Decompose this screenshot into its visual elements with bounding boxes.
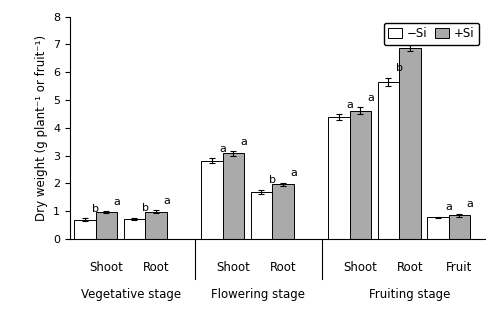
Legend: −Si, +Si: −Si, +Si bbox=[384, 23, 479, 45]
Text: a: a bbox=[114, 197, 120, 207]
Text: a: a bbox=[417, 31, 424, 41]
Bar bbox=[222, 153, 244, 239]
Text: b: b bbox=[268, 175, 276, 185]
Text: Root: Root bbox=[142, 261, 169, 274]
Bar bbox=[202, 161, 222, 239]
Bar bbox=[350, 111, 371, 239]
Text: Flowering stage: Flowering stage bbox=[211, 288, 305, 301]
Text: a: a bbox=[445, 202, 452, 212]
Bar bbox=[74, 219, 96, 239]
Text: Shoot: Shoot bbox=[216, 261, 250, 274]
Text: a: a bbox=[290, 168, 297, 178]
Text: Shoot: Shoot bbox=[90, 261, 124, 274]
Text: a: a bbox=[219, 144, 226, 154]
Text: a: a bbox=[368, 93, 374, 103]
Bar bbox=[448, 215, 470, 239]
Bar bbox=[378, 82, 399, 239]
Bar bbox=[427, 217, 448, 239]
Text: b: b bbox=[92, 204, 99, 214]
Text: Fruiting stage: Fruiting stage bbox=[369, 288, 450, 301]
Text: b: b bbox=[396, 63, 402, 73]
Text: Root: Root bbox=[270, 261, 296, 274]
Text: Root: Root bbox=[396, 261, 423, 274]
Bar bbox=[399, 48, 420, 239]
Text: b: b bbox=[142, 203, 148, 213]
Text: Fruit: Fruit bbox=[446, 261, 472, 274]
Text: Shoot: Shoot bbox=[344, 261, 378, 274]
Bar bbox=[96, 212, 117, 239]
Text: a: a bbox=[240, 137, 248, 147]
Text: a: a bbox=[466, 199, 473, 209]
Text: Vegetative stage: Vegetative stage bbox=[81, 288, 181, 301]
Text: a: a bbox=[346, 100, 353, 110]
Text: a: a bbox=[163, 196, 170, 206]
Bar bbox=[145, 212, 167, 239]
Bar bbox=[124, 219, 145, 239]
Bar bbox=[272, 184, 293, 239]
Y-axis label: Dry weight (g plant⁻¹ or fruit⁻¹): Dry weight (g plant⁻¹ or fruit⁻¹) bbox=[34, 35, 48, 221]
Bar bbox=[328, 117, 349, 239]
Bar bbox=[251, 192, 272, 239]
